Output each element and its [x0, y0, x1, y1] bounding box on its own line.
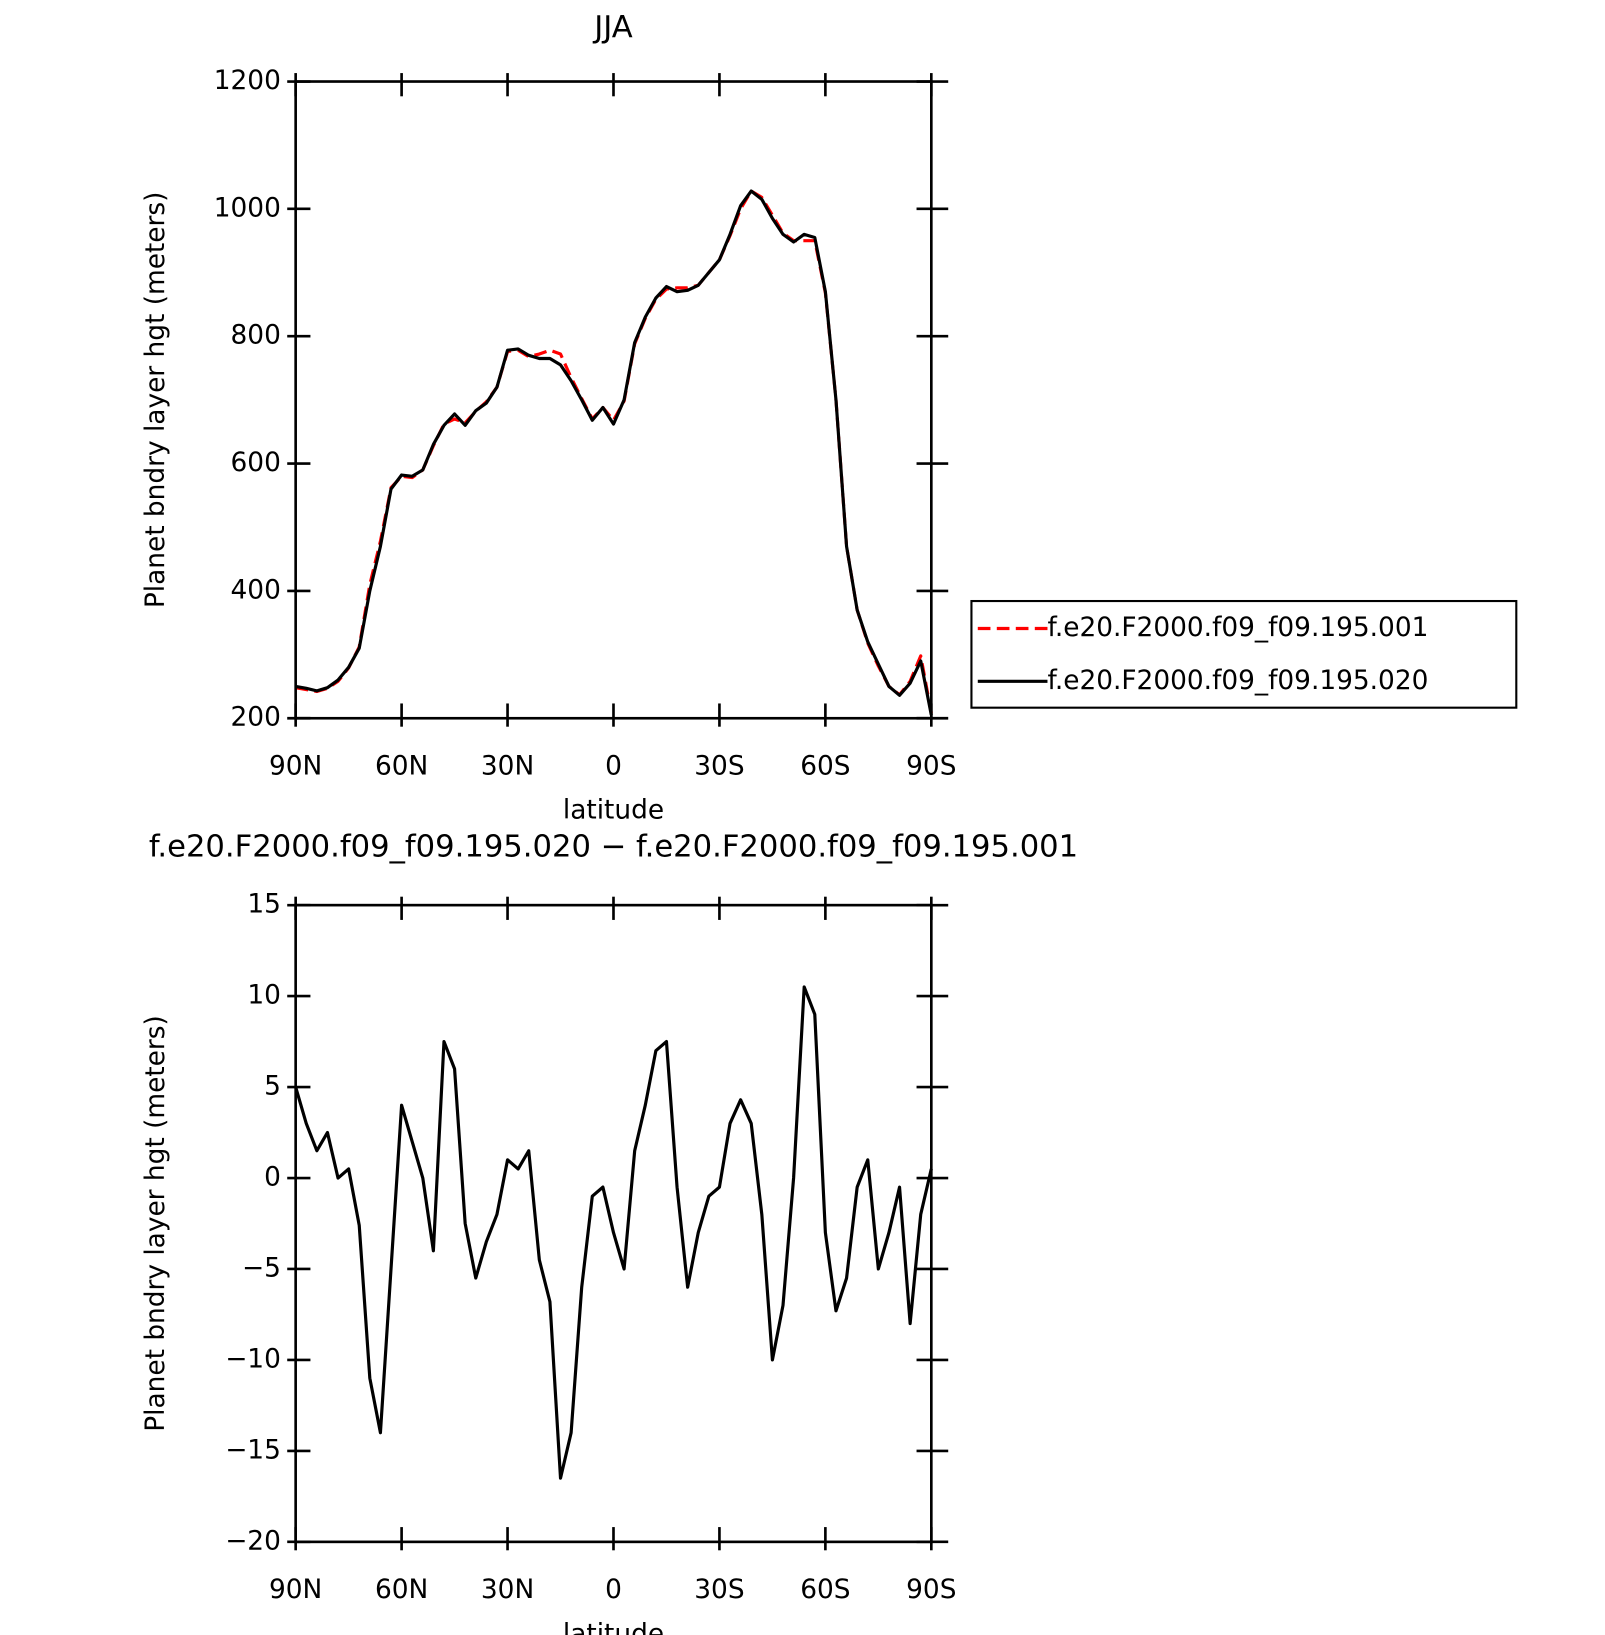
x-tick-label: 60N — [375, 751, 428, 781]
x-tick-label: 90N — [269, 1575, 322, 1605]
y-tick-label: 800 — [231, 321, 281, 351]
y-tick-label: −20 — [225, 1526, 281, 1556]
x-tick-label: 30S — [694, 1575, 744, 1605]
series-line — [294, 985, 933, 1480]
legend-label: f.e20.F2000.f09_f09.195.020 — [1047, 666, 1428, 696]
x-tick-label: 90S — [906, 1575, 956, 1605]
y-tick-label: 600 — [231, 448, 281, 478]
y-axis-label: Planet bndry layer hgt (meters) — [141, 1015, 171, 1432]
legend-label: f.e20.F2000.f09_f09.195.001 — [1047, 613, 1428, 643]
x-tick-label: 0 — [605, 1575, 622, 1605]
x-tick-label: 60S — [800, 751, 850, 781]
y-tick-label: 1200 — [214, 66, 281, 96]
x-tick-label: 30N — [481, 1575, 534, 1605]
x-tick-label: 90N — [269, 751, 322, 781]
y-tick-label: −5 — [242, 1253, 281, 1283]
y-tick-label: 5 — [264, 1072, 281, 1102]
series-line — [295, 189, 933, 714]
x-tick-label: 30N — [481, 751, 534, 781]
x-axis-label: latitude — [563, 1619, 664, 1635]
y-axis-label: Planet bndry layer hgt (meters) — [141, 192, 171, 609]
y-tick-label: 0 — [264, 1163, 281, 1193]
x-tick-label: 30S — [694, 751, 744, 781]
x-tick-label: 0 — [605, 751, 622, 781]
x-tick-label: 90S — [906, 751, 956, 781]
series-line — [295, 189, 933, 716]
plot-frame — [294, 903, 933, 1544]
y-tick-label: 400 — [231, 575, 281, 605]
plot-frame — [294, 80, 933, 720]
x-tick-label: 60S — [800, 1575, 850, 1605]
y-tick-label: −10 — [225, 1344, 281, 1374]
x-tick-label: 60N — [375, 1575, 428, 1605]
chart-title: f.e20.F2000.f09_f09.195.020 − f.e20.F200… — [149, 830, 1078, 865]
y-tick-label: 200 — [231, 703, 281, 733]
chart-title: JJA — [592, 10, 633, 45]
legend-box — [970, 599, 1518, 709]
y-tick-label: −15 — [225, 1435, 281, 1465]
y-tick-label: 10 — [247, 981, 281, 1011]
x-axis-label: latitude — [563, 796, 664, 826]
y-tick-label: 15 — [247, 890, 281, 920]
y-tick-label: 1000 — [214, 193, 281, 223]
